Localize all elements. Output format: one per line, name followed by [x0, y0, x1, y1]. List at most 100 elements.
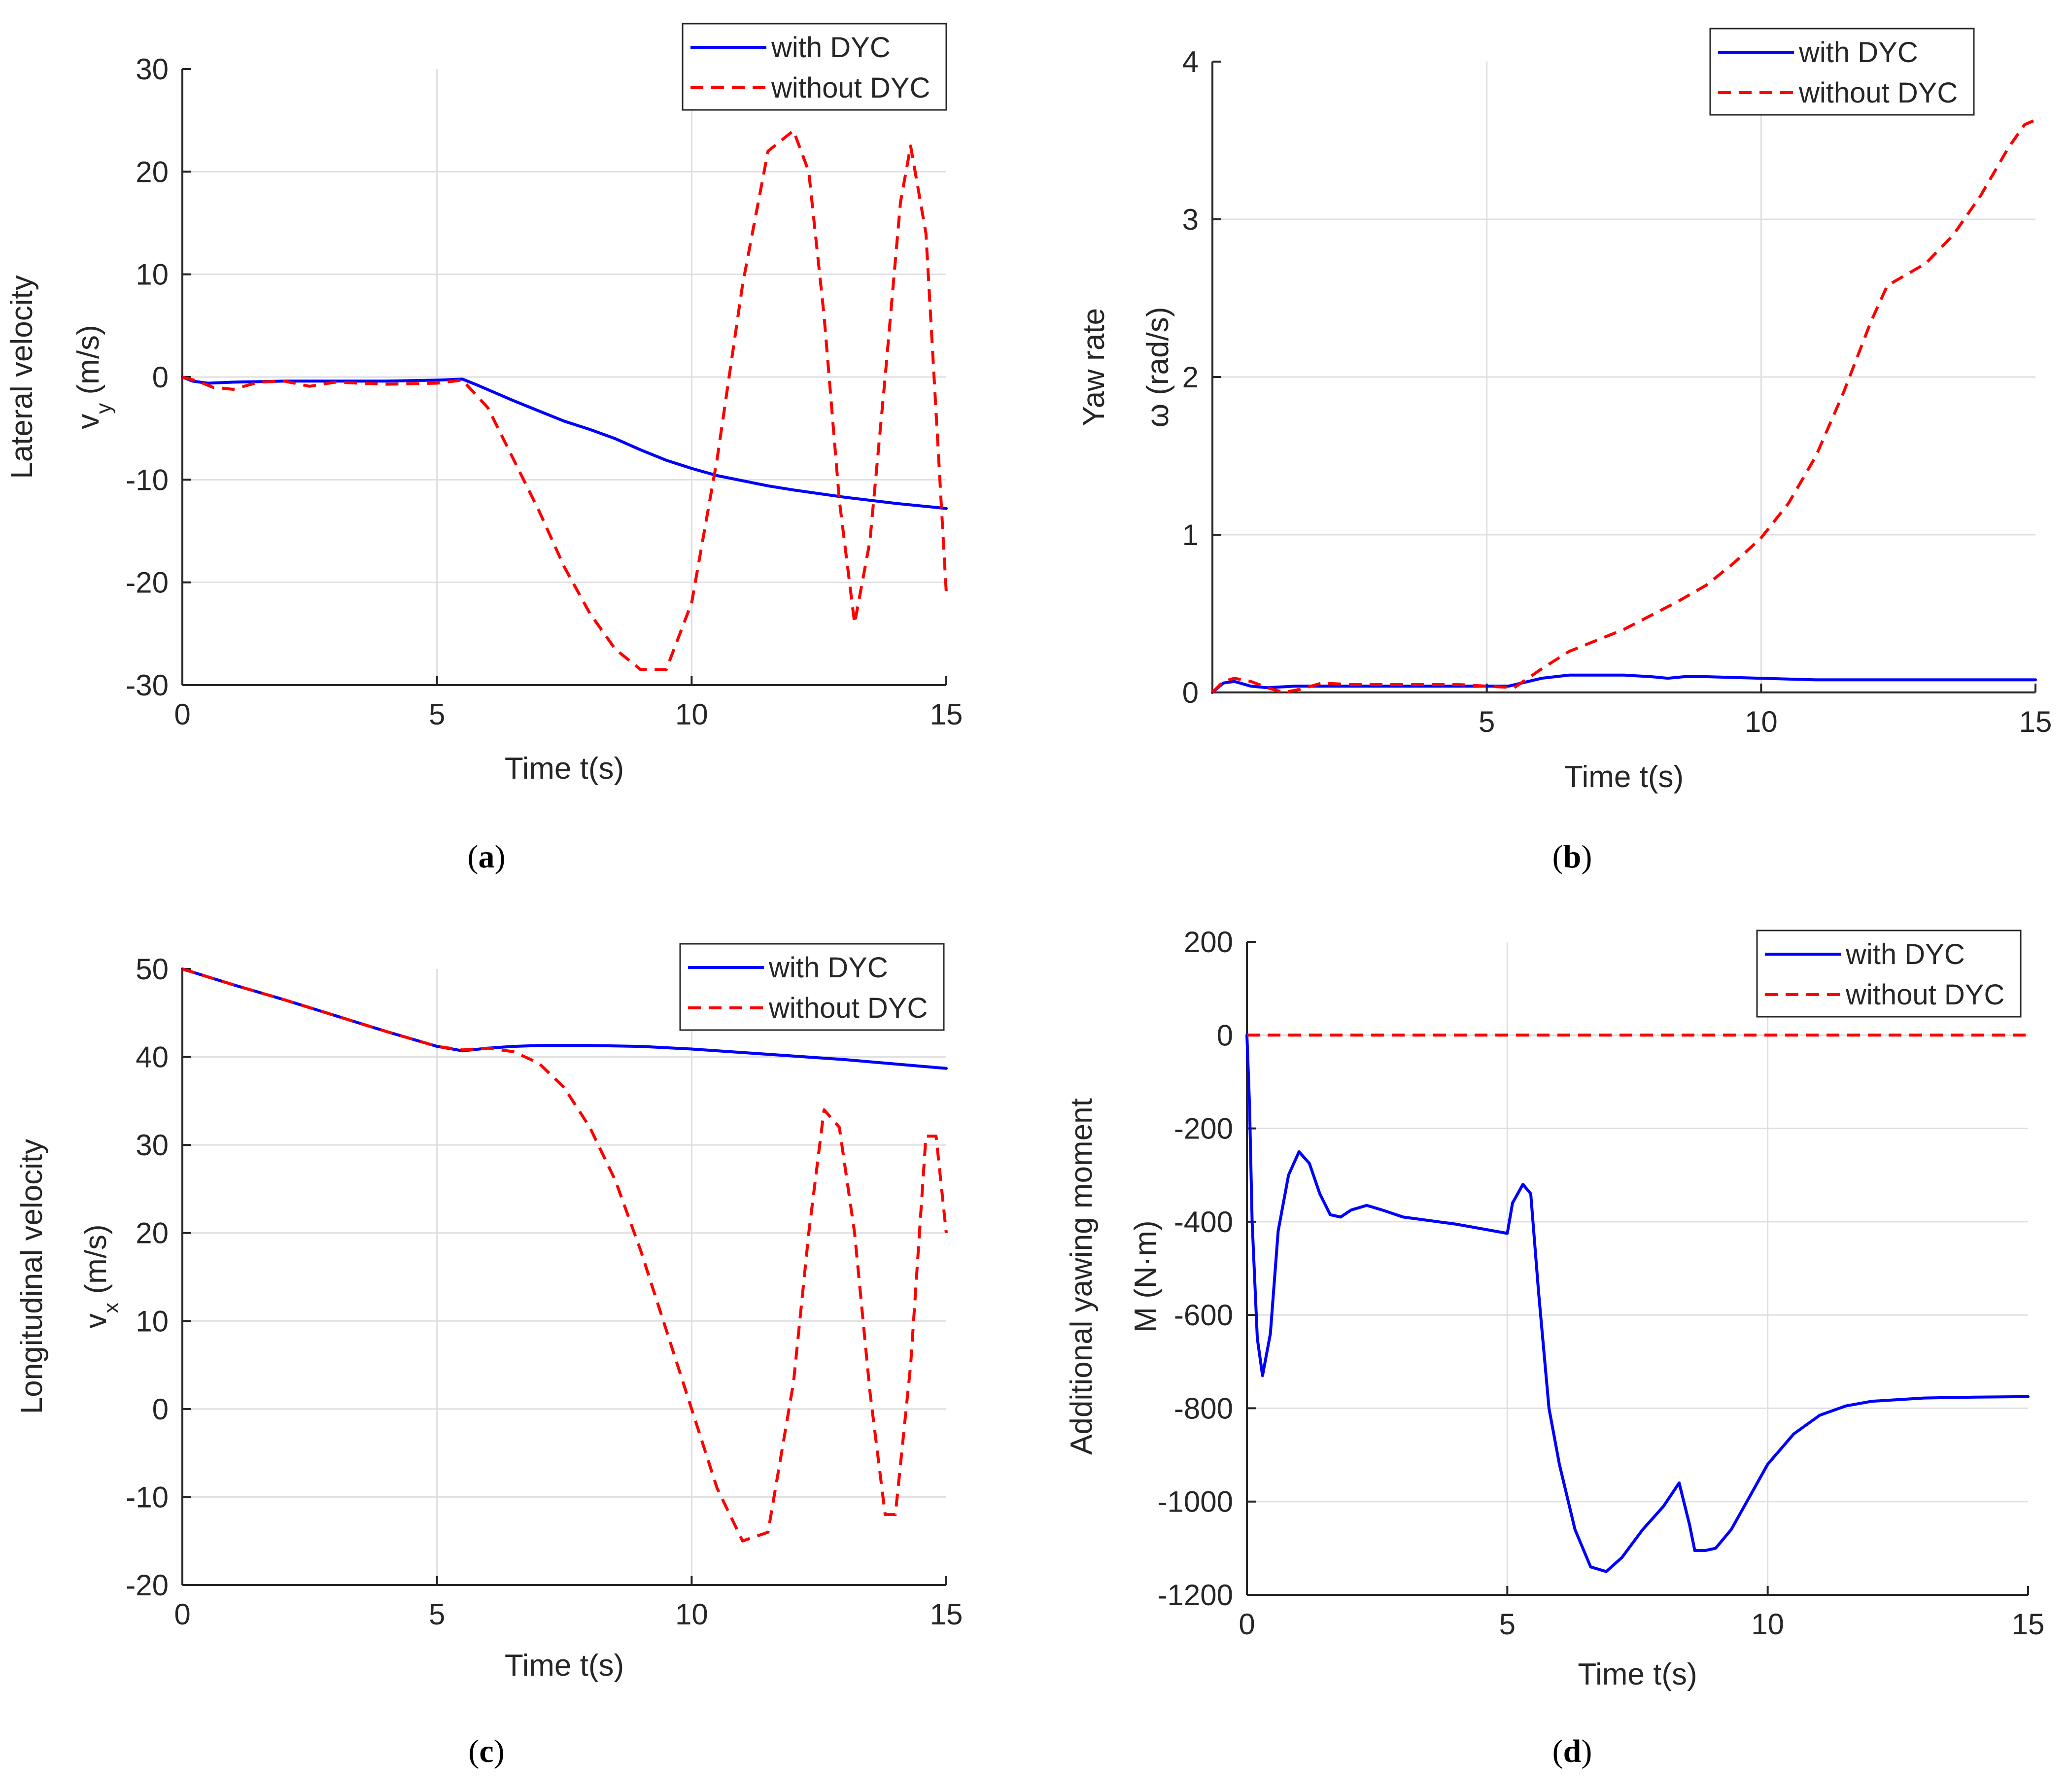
panel-a-lateral-velocity: 0 5 10 15 -30 -20 -10 0 10 20 30 Time t(s) Lateral v… — [5, 23, 963, 875]
caption-open-paren: ( — [468, 1733, 479, 1769]
y-axis-label-subscript: x — [99, 1303, 123, 1313]
y-tick-label: -600 — [1174, 1299, 1233, 1332]
x-axis-label: Time t(s) — [1578, 1657, 1697, 1691]
x-tick-label: 5 — [429, 1598, 445, 1631]
legend-label-without-dyc: without DYC — [768, 992, 928, 1024]
x-axis-label: Time t(s) — [505, 752, 624, 786]
y-tick-label: -30 — [126, 669, 169, 702]
y-axis-label-subscript: y — [92, 403, 116, 414]
x-tick-label: 5 — [1479, 705, 1495, 738]
x-axis-label: Time t(s) — [1564, 760, 1684, 794]
y-tick-label: -1000 — [1158, 1485, 1233, 1518]
x-tick-label: 10 — [675, 1598, 708, 1631]
y-tick-label: -800 — [1174, 1392, 1233, 1425]
y-axis-label-line2: M (N·m) — [1129, 1220, 1163, 1332]
y-tick-label: -10 — [126, 1481, 169, 1514]
x-tick-label: 15 — [930, 1598, 963, 1631]
y-tick-label: 0 — [1182, 676, 1199, 709]
y-tick-label: 20 — [136, 155, 169, 188]
y-tick-label: 0 — [152, 1393, 169, 1426]
plot-area — [182, 969, 946, 1585]
y-axis-label-line2: ω (rad/s) — [1141, 307, 1175, 428]
panel-caption: (b) — [1552, 839, 1592, 875]
x-tick-label: 10 — [675, 698, 708, 731]
y-axis-label-symbol: v — [71, 414, 105, 429]
y-tick-label: 1 — [1182, 518, 1199, 551]
y-tick-label: -20 — [126, 1569, 169, 1602]
x-tick-label: 15 — [2019, 705, 2052, 738]
series-line-with-dyc — [1245, 1034, 2030, 1573]
y-tick-label: -400 — [1174, 1206, 1233, 1239]
y-axis-label-symbol: v — [79, 1313, 113, 1329]
y-tick-label: -10 — [126, 463, 169, 496]
y-axis-label-line1: Longitudinal velocity — [15, 1139, 49, 1414]
y-axis-label-unit: (m/s) — [79, 1224, 113, 1302]
y-tick-label: 10 — [136, 1305, 169, 1338]
y-tick-label: 4 — [1182, 45, 1199, 78]
y-tick-label: 50 — [136, 953, 169, 986]
y-tick-label: -200 — [1174, 1112, 1233, 1145]
series-line-with-dyc — [181, 967, 948, 1070]
panel-d-yawing-moment: 0 5 10 15 -1200 -1000 -800 -600 -400 -200 0 200 Time… — [1065, 926, 2044, 1769]
panel-c-longitudinal-velocity: 0 5 10 15 -20 -10 0 10 20 30 40 50 Time t(s) Longitud… — [15, 943, 963, 1769]
legend-label-with-dyc: with DYC — [771, 32, 891, 64]
caption-letter: b — [1563, 839, 1582, 875]
y-tick-label: 0 — [1217, 1019, 1233, 1052]
y-axis-label-unit: (m/s) — [71, 325, 105, 403]
legend-box — [679, 943, 945, 1031]
y-tick-label: 10 — [136, 258, 169, 291]
x-tick-label: 10 — [1751, 1608, 1784, 1641]
y-tick-label: 0 — [152, 361, 169, 394]
y-axis-label-line1: Lateral velocity — [5, 275, 39, 479]
legend-label-with-dyc: with DYC — [1845, 938, 1965, 970]
caption-letter: d — [1563, 1733, 1582, 1769]
caption-close-paren: ) — [494, 1733, 505, 1769]
x-tick-label: 5 — [1499, 1608, 1516, 1641]
y-tick-label: 40 — [136, 1041, 169, 1074]
caption-letter: c — [479, 1733, 493, 1769]
y-axis-label-line2: vy (m/s) — [71, 325, 116, 429]
caption-close-paren: ) — [1581, 1733, 1592, 1769]
x-axis-label: Time t(s) — [505, 1649, 624, 1683]
x-tick-label: 0 — [174, 698, 190, 731]
y-tick-label: 20 — [136, 1217, 169, 1250]
series-line-without-dyc — [182, 967, 948, 1543]
caption-close-paren: ) — [1581, 839, 1592, 875]
legend-box — [1709, 28, 1975, 116]
y-tick-label: 3 — [1182, 203, 1199, 236]
legend-box — [682, 23, 947, 111]
x-tick-label: 10 — [1745, 705, 1778, 738]
y-tick-label: -1200 — [1158, 1579, 1233, 1612]
series-line-with-dyc — [1211, 673, 2037, 694]
panel-caption: (c) — [468, 1733, 504, 1769]
y-tick-label: 30 — [136, 53, 169, 86]
panel-caption: (d) — [1552, 1733, 1592, 1769]
legend-box — [1756, 930, 2022, 1018]
x-tick-label: 5 — [429, 698, 445, 731]
y-tick-label: 30 — [136, 1129, 169, 1162]
plot-area — [1247, 942, 2028, 1595]
caption-open-paren: ( — [468, 839, 479, 875]
y-tick-label: 200 — [1184, 926, 1233, 959]
x-tick-label: 0 — [174, 1598, 190, 1631]
panel-b-yaw-rate: 5 10 15 0 1 2 3 4 Time t(s) Yaw rate ω (rad/s) with… — [1077, 28, 2052, 875]
y-tick-label: 2 — [1182, 361, 1199, 394]
y-axis-label-line1: Additional yawing moment — [1065, 1098, 1099, 1455]
legend-label-with-dyc: with DYC — [768, 952, 888, 984]
legend-label-without-dyc: without DYC — [1798, 77, 1958, 109]
legend-label-with-dyc: with DYC — [1798, 36, 1918, 69]
panel-caption: (a) — [468, 839, 506, 875]
x-tick-label: 0 — [1239, 1608, 1255, 1641]
series-line-without-dyc — [1211, 118, 2036, 694]
y-tick-label: -20 — [126, 566, 169, 599]
x-tick-label: 15 — [930, 698, 963, 731]
y-axis-label-line1: Yaw rate — [1077, 308, 1111, 426]
caption-close-paren: ) — [495, 839, 506, 875]
caption-open-paren: ( — [1552, 1733, 1563, 1769]
caption-letter: a — [479, 839, 495, 875]
caption-open-paren: ( — [1552, 839, 1563, 875]
series-line-without-dyc — [182, 129, 948, 671]
legend-label-without-dyc: without DYC — [1845, 979, 2004, 1011]
x-tick-label: 15 — [2012, 1608, 2045, 1641]
